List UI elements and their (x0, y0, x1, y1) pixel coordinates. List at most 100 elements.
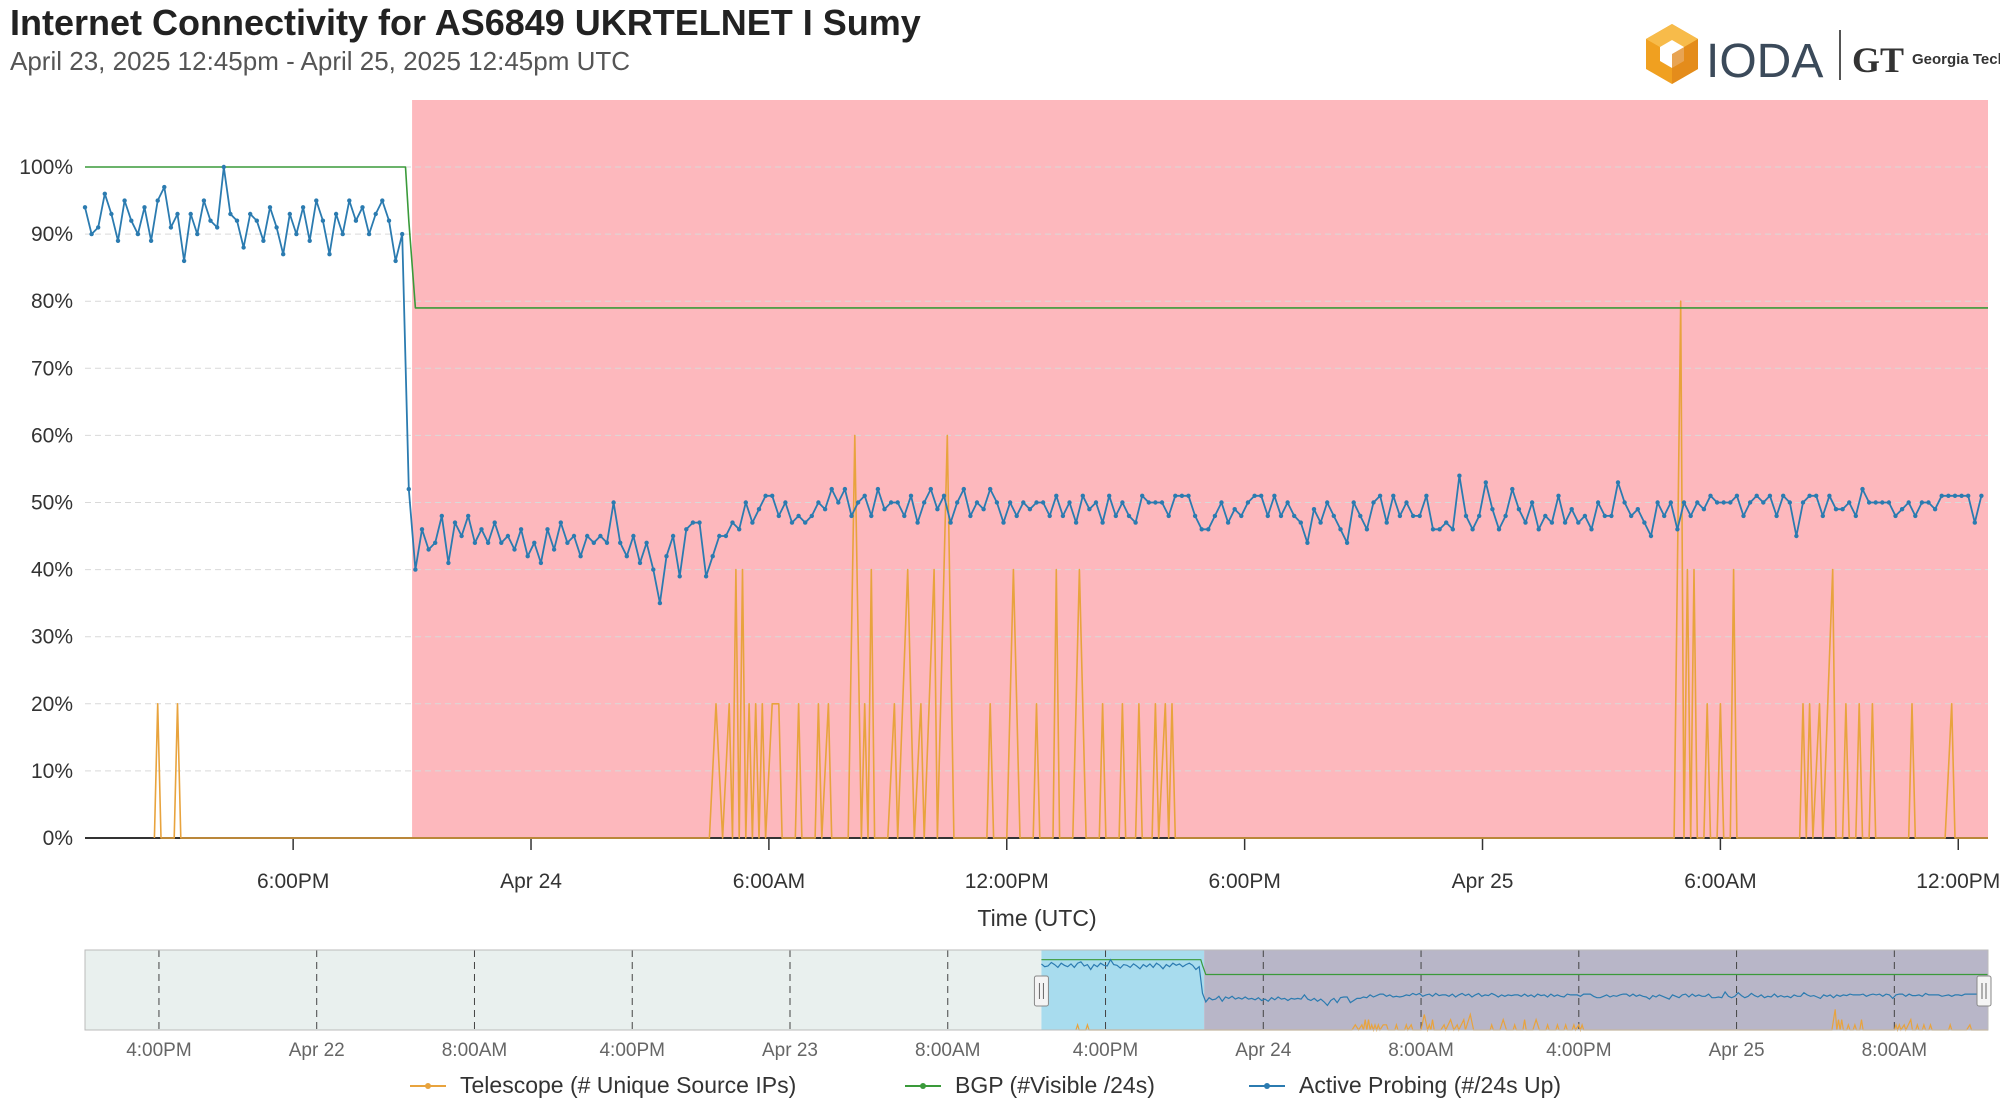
active-probing-point (684, 527, 689, 532)
active-probing-point (948, 520, 953, 525)
active-probing-point (1642, 520, 1647, 525)
active-probing-point (1146, 500, 1152, 505)
active-probing-point (1562, 520, 1568, 525)
active-probing-point (1668, 500, 1674, 505)
active-probing-point (181, 258, 187, 264)
active-probing-point (743, 500, 748, 505)
active-probing-point (551, 547, 557, 552)
active-probing-point (419, 527, 425, 532)
time-navigator[interactable]: 4:00PM Apr 22 8:00AM 4:00PM Apr 23 8:00AM 4:00… (84, 949, 1992, 1061)
active-probing-point (492, 520, 497, 525)
legend-swatch-icon (1249, 1082, 1285, 1089)
navigator-handle-right[interactable] (1976, 975, 1992, 1007)
active-probing-point (1100, 520, 1105, 525)
active-probing-point (1001, 520, 1006, 525)
active-probing-point (162, 184, 167, 190)
active-probing-point (1655, 500, 1660, 505)
outage-band (412, 100, 1988, 838)
active-probing-point (1377, 493, 1383, 498)
active-probing-point (287, 211, 292, 217)
navigator-active-probing-series-line (1041, 958, 1986, 1007)
active-probing-point (1602, 513, 1608, 519)
navigator-handle-left[interactable] (1033, 975, 1049, 1007)
navigator-selection[interactable] (1041, 950, 1205, 1030)
active-probing-point (928, 486, 933, 492)
x-tick-label: 6:00AM (733, 870, 805, 893)
active-probing-point (1358, 513, 1363, 519)
active-probing-point (1675, 527, 1680, 532)
active-probing-point (1259, 493, 1264, 498)
active-probing-point (1860, 486, 1865, 492)
active-probing-point (1192, 513, 1198, 519)
active-probing-point (796, 513, 801, 519)
active-probing-point (783, 500, 788, 505)
active-probing-point (1007, 500, 1013, 505)
active-probing-point (1404, 500, 1409, 505)
georgia-tech-wordmark: Georgia Tech (1912, 51, 2000, 68)
active-probing-point (525, 554, 530, 559)
active-probing-point (631, 533, 636, 539)
active-probing-point (1932, 507, 1938, 512)
active-probing-point (1252, 493, 1257, 498)
active-probing-point (333, 211, 339, 217)
active-probing-point (1107, 493, 1112, 498)
active-probing-point (1662, 513, 1667, 519)
active-probing-point (611, 500, 616, 505)
x-tick-label: 12:00PM (1916, 870, 2000, 893)
active-probing-point (657, 600, 663, 606)
active-probing-point (908, 493, 914, 498)
active-probing-point (1794, 533, 1799, 539)
active-probing-point (849, 513, 854, 519)
active-probing-point (1087, 507, 1092, 512)
active-probing-point (888, 500, 894, 505)
active-probing-point (1027, 507, 1033, 512)
x-tick-label: 6:00PM (1208, 870, 1280, 893)
navigator-tick-label: Apr 25 (1709, 1040, 1765, 1061)
outage-region (412, 100, 1988, 838)
active-probing-point (1186, 493, 1191, 498)
active-probing-point (1952, 493, 1958, 498)
active-probing-point (836, 500, 841, 505)
active-probing-point (439, 513, 444, 519)
active-probing-point (1946, 493, 1951, 498)
active-probing-point (717, 533, 722, 539)
active-probing-point (1430, 527, 1436, 532)
active-probing-point (829, 486, 834, 492)
active-probing-point (1325, 500, 1330, 505)
active-probing-point (413, 567, 418, 572)
active-probing-point (922, 500, 927, 505)
active-probing-point (690, 520, 696, 525)
active-probing-point (981, 507, 986, 512)
active-probing-point (1615, 480, 1621, 485)
navigator-outside-left (85, 950, 1042, 1030)
navigator-tick-label: 8:00AM (915, 1040, 980, 1061)
chart-legend: Telescope (# Unique Source IPs) BGP (#Vis… (0, 1072, 2000, 1112)
active-probing-point (314, 198, 319, 203)
gt-monogram: GT (1852, 40, 1904, 80)
active-probing-point (433, 540, 438, 545)
connectivity-chart: 0% 10% 20% 30% 40% 50% 60% 70% 80% 90% 100% 6:00PM… (19, 100, 2000, 1061)
active-probing-point (1113, 513, 1119, 519)
legend-item-telescope[interactable]: Telescope (# Unique Source IPs) (408, 1072, 796, 1099)
active-probing-point (664, 554, 669, 559)
active-probing-point (1272, 493, 1277, 498)
active-probing-point (307, 238, 312, 243)
active-probing-point (651, 567, 656, 572)
active-probing-point (109, 211, 114, 217)
active-probing-point (941, 493, 947, 498)
active-probing-point (1199, 527, 1204, 532)
active-probing-point (1338, 527, 1343, 532)
active-probing-point (386, 218, 392, 223)
active-probing-point (1549, 520, 1555, 525)
legend-item-bgp[interactable]: BGP (#Visible /24s) (903, 1072, 1155, 1099)
active-probing-point (1767, 493, 1773, 498)
active-probing-point (96, 225, 101, 230)
active-probing-point (723, 533, 729, 539)
legend-item-active-probing[interactable]: Active Probing (#/24s Up) (1247, 1072, 1561, 1099)
active-probing-point (961, 486, 966, 492)
active-probing-point (1754, 493, 1759, 498)
ioda-georgia-tech-logo[interactable]: IODA GT Georgia Tech (1640, 20, 2000, 90)
x-tick-label: 6:00AM (1684, 870, 1756, 893)
active-probing-point (1926, 500, 1931, 505)
active-probing-point (228, 211, 233, 217)
